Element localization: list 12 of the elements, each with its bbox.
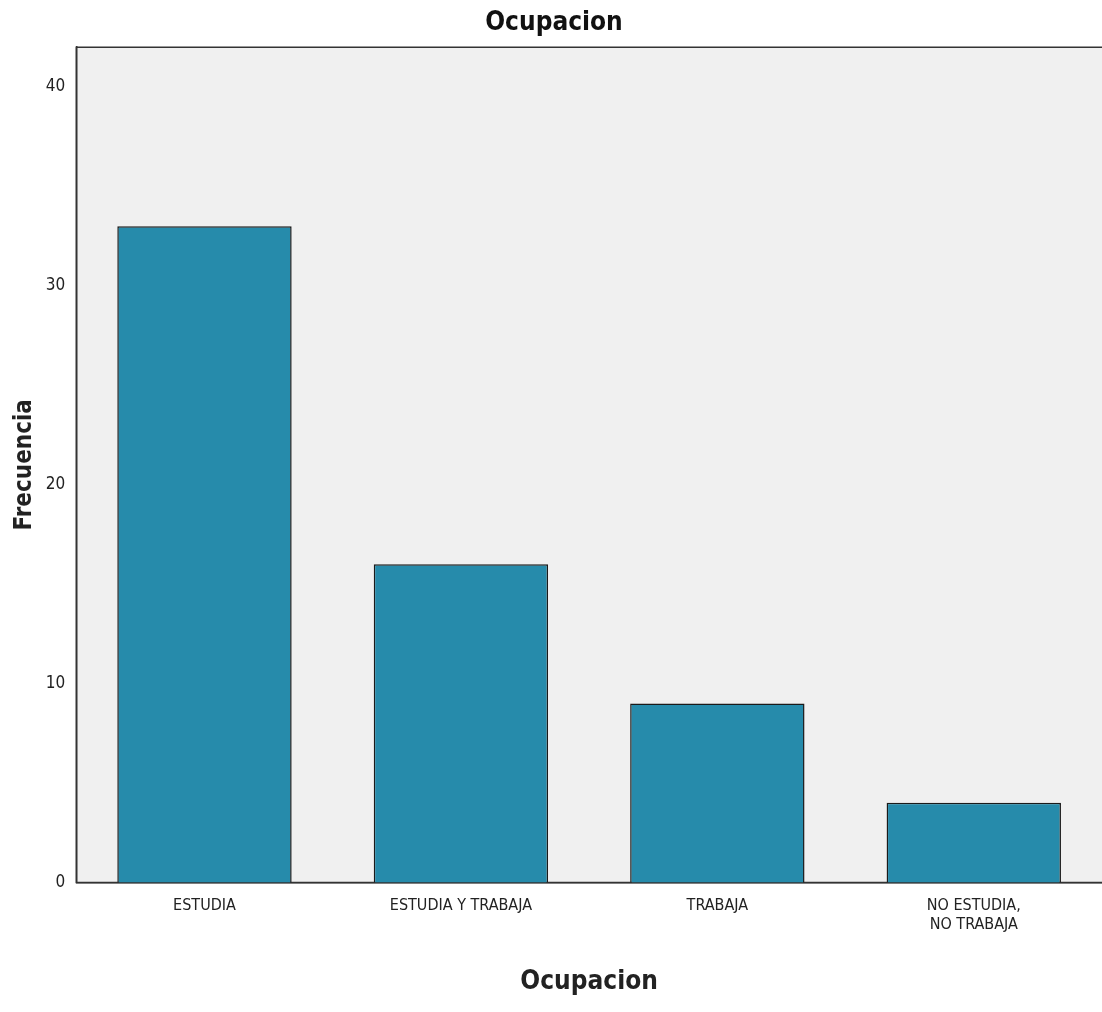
x-tick-label: ESTUDIA (173, 895, 236, 915)
x-tick-label: NO ESTUDIA, NO TRABAJA (926, 895, 1021, 934)
y-tick-label: 30 (45, 274, 66, 295)
y-tick-label: 0 (55, 870, 66, 891)
chart-title: Ocupacion (485, 6, 623, 37)
x-tick-label: TRABAJA (685, 895, 749, 915)
y-tick-label: 10 (45, 671, 66, 692)
y-tick-label: 40 (45, 75, 66, 96)
y-tick-label: 20 (45, 473, 66, 494)
x-tick-label: ESTUDIA Y TRABAJA (389, 895, 533, 915)
x-axis-title: Ocupacion (520, 965, 658, 996)
y-axis-title: Frecuencia (8, 399, 37, 531)
